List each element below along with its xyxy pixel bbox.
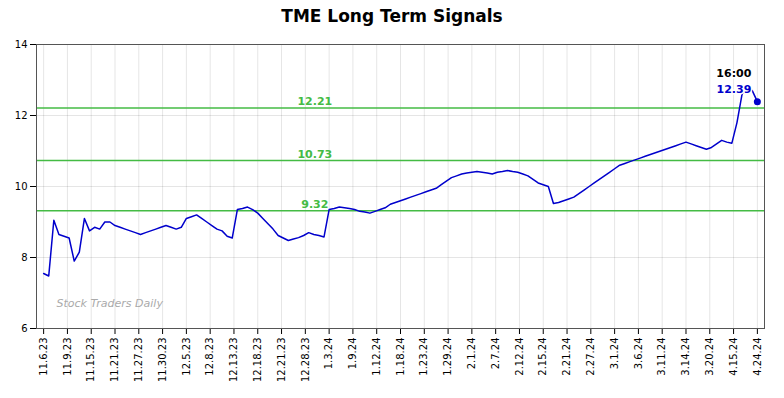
svg-text:10: 10 [15,181,28,192]
svg-text:11.9.23: 11.9.23 [62,338,73,376]
svg-text:3.11.24: 3.11.24 [656,338,667,376]
svg-text:12.13.23: 12.13.23 [228,338,239,383]
svg-text:3.20.24: 3.20.24 [704,338,715,376]
svg-text:10.73: 10.73 [297,148,332,161]
svg-text:12.21: 12.21 [297,95,332,108]
svg-text:12.28.23: 12.28.23 [300,338,311,383]
svg-text:12.8.23: 12.8.23 [204,338,215,376]
svg-text:1.23.24: 1.23.24 [418,338,429,376]
svg-text:2.21.24: 2.21.24 [561,338,572,376]
svg-text:3.6.24: 3.6.24 [633,338,644,370]
svg-text:4.15.24: 4.15.24 [728,338,739,376]
svg-text:11.6.23: 11.6.23 [38,338,49,376]
svg-text:2.27.24: 2.27.24 [585,338,596,376]
svg-text:1.18.24: 1.18.24 [395,338,406,376]
svg-text:2.1.24: 2.1.24 [466,338,477,370]
svg-text:2.7.24: 2.7.24 [490,338,501,370]
svg-text:16:00: 16:00 [716,67,751,80]
svg-text:3.1.24: 3.1.24 [609,338,620,370]
svg-text:2.12.24: 2.12.24 [514,338,525,376]
svg-text:4.24.24: 4.24.24 [752,338,763,376]
svg-text:1.29.24: 1.29.24 [442,338,453,376]
svg-text:6: 6 [21,323,27,334]
svg-text:12: 12 [15,110,28,121]
svg-text:12.39: 12.39 [717,83,752,96]
svg-text:1.9.24: 1.9.24 [347,338,358,370]
svg-text:11.27.23: 11.27.23 [133,338,144,383]
svg-text:8: 8 [21,252,27,263]
svg-text:14: 14 [15,39,28,50]
svg-text:Stock Traders Daily: Stock Traders Daily [57,297,164,310]
svg-text:1.3.24: 1.3.24 [323,338,334,370]
svg-text:9.32: 9.32 [301,198,328,211]
html-text:TME Long Term Signals: TME Long Term Signals [281,6,503,26]
svg-text:11.30.23: 11.30.23 [157,338,168,383]
svg-text:12.21.23: 12.21.23 [276,338,287,383]
svg-text:11.15.23: 11.15.23 [85,338,96,383]
svg-text:12.5.23: 12.5.23 [181,338,192,376]
svg-text:1.12.24: 1.12.24 [371,338,382,376]
svg-text:3.14.24: 3.14.24 [680,338,691,376]
svg-text:2.15.24: 2.15.24 [537,338,548,376]
svg-text:12.18.23: 12.18.23 [252,338,263,383]
svg-text:11.21.23: 11.21.23 [109,338,120,383]
